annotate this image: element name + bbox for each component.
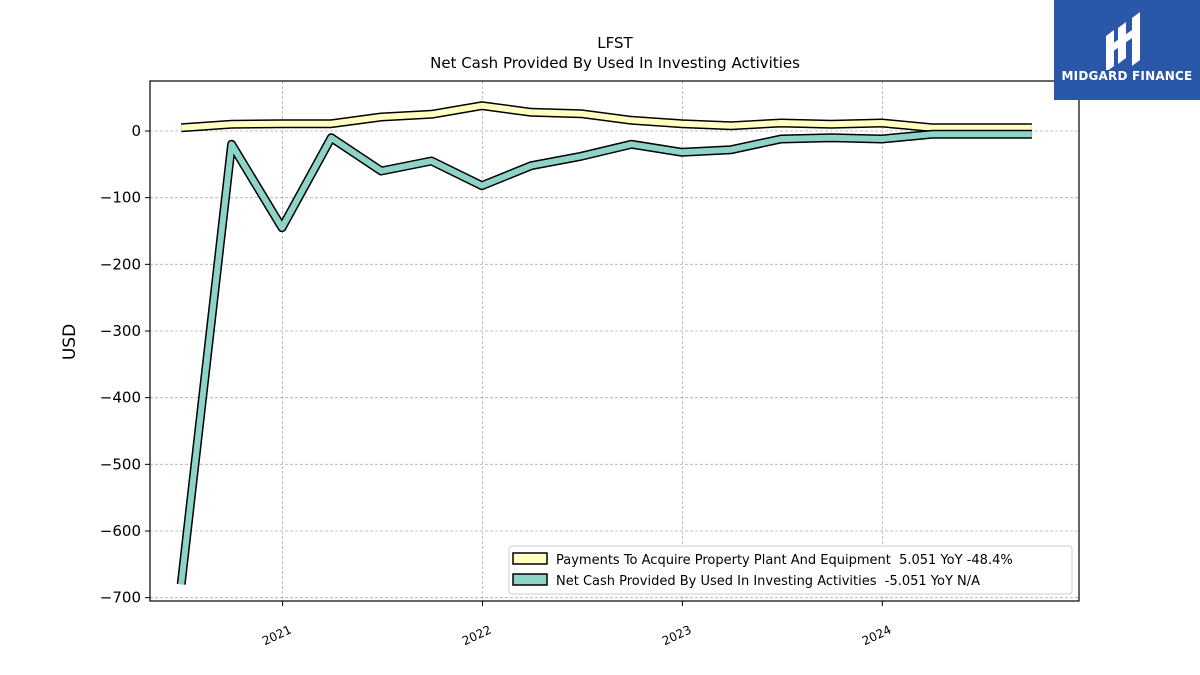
y-tick-label: −600 [100, 522, 141, 540]
series-1-line [178, 131, 1032, 585]
x-tick-label: 2021 [260, 623, 294, 649]
y-tick-label: −400 [100, 389, 141, 407]
y-axis-label: USD [60, 324, 80, 360]
chart-title: LFST [597, 34, 633, 52]
logo-text: MIDGARD FINANCE [1061, 69, 1193, 83]
y-tick-label: −700 [100, 589, 141, 607]
legend-swatch-investing [512, 573, 548, 586]
midgard-logo-icon [1106, 12, 1140, 70]
y-tick-label: −300 [100, 322, 141, 340]
series-1-outline [176, 129, 1032, 585]
x-tick-label: 2023 [660, 623, 694, 649]
y-tick-label: −200 [100, 255, 141, 273]
logo: MIDGARD FINANCE [1054, 0, 1200, 100]
series-layer [176, 101, 1032, 585]
legend-box [508, 545, 1073, 595]
series-0-line [180, 102, 1032, 131]
plot-frame [149, 80, 1080, 602]
grid [150, 81, 1079, 601]
y-tick-label: 0 [131, 122, 141, 140]
legend-swatch-ppe [512, 552, 548, 565]
chart-subtitle: Net Cash Provided By Used In Investing A… [430, 54, 800, 72]
x-tick-label: 2022 [460, 623, 494, 649]
x-tick-label: 2024 [860, 623, 894, 649]
y-tick-label: −500 [100, 455, 141, 473]
legend-label-investing: Net Cash Provided By Used In Investing A… [556, 574, 980, 589]
y-tick-label: −100 [100, 189, 141, 207]
legend: Payments To Acquire Property Plant And E… [508, 545, 1073, 595]
legend-label-ppe: Payments To Acquire Property Plant And E… [556, 553, 1013, 568]
